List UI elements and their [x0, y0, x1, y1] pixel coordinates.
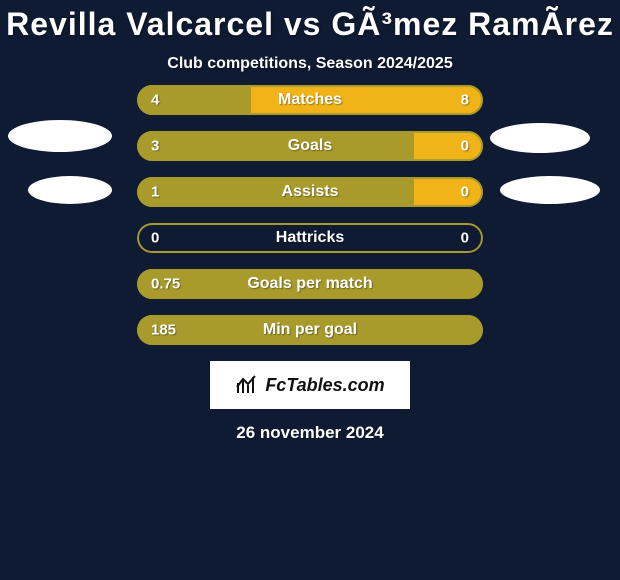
stat-row: 0.75 Goals per match: [137, 269, 483, 299]
stat-bar-left: [137, 177, 414, 207]
stat-value-left: 0.75: [151, 276, 180, 293]
subtitle: Club competitions, Season 2024/2025: [0, 55, 620, 73]
stat-bar-right: [414, 131, 483, 161]
stat-value-left: 0: [151, 230, 159, 247]
stat-label: Goals per match: [247, 275, 372, 293]
player-photo: [8, 120, 112, 152]
logo-icon: [235, 373, 259, 397]
stat-value-right: 8: [461, 92, 469, 109]
player-photo: [490, 123, 590, 153]
stat-value-right: 0: [461, 184, 469, 201]
branding-text: FcTables.com: [265, 375, 384, 396]
stat-row: 1 0 Assists: [137, 177, 483, 207]
stat-row: 185 Min per goal: [137, 315, 483, 345]
stat-label: Matches: [278, 91, 342, 109]
stat-value-left: 3: [151, 138, 159, 155]
stat-label: Hattricks: [276, 229, 344, 247]
stat-row: 4 8 Matches: [137, 85, 483, 115]
stat-rows: 4 8 Matches 3 0 Goals 1 0 Assists 0 0 Hattricks 0.75…: [137, 73, 483, 345]
stat-row: 0 0 Hattricks: [137, 223, 483, 253]
player-photo: [500, 176, 600, 204]
stat-row: 3 0 Goals: [137, 131, 483, 161]
player-photo: [28, 176, 112, 204]
stat-value-left: 1: [151, 184, 159, 201]
stat-value-right: 0: [461, 138, 469, 155]
stat-bar-left: [137, 131, 414, 161]
stat-label: Min per goal: [263, 321, 357, 339]
stat-bar-right: [414, 177, 483, 207]
comparison-chart: 4 8 Matches 3 0 Goals 1 0 Assists 0 0 Hattricks 0.75…: [0, 73, 620, 345]
stat-value-right: 0: [461, 230, 469, 247]
stat-label: Assists: [282, 183, 339, 201]
stat-label: Goals: [288, 137, 332, 155]
branding-badge: FcTables.com: [210, 361, 410, 409]
page-title: Revilla Valcarcel vs GÃ³mez RamÃ­rez: [0, 0, 620, 43]
stat-value-left: 4: [151, 92, 159, 109]
stat-value-left: 185: [151, 322, 176, 339]
date-label: 26 november 2024: [0, 423, 620, 443]
